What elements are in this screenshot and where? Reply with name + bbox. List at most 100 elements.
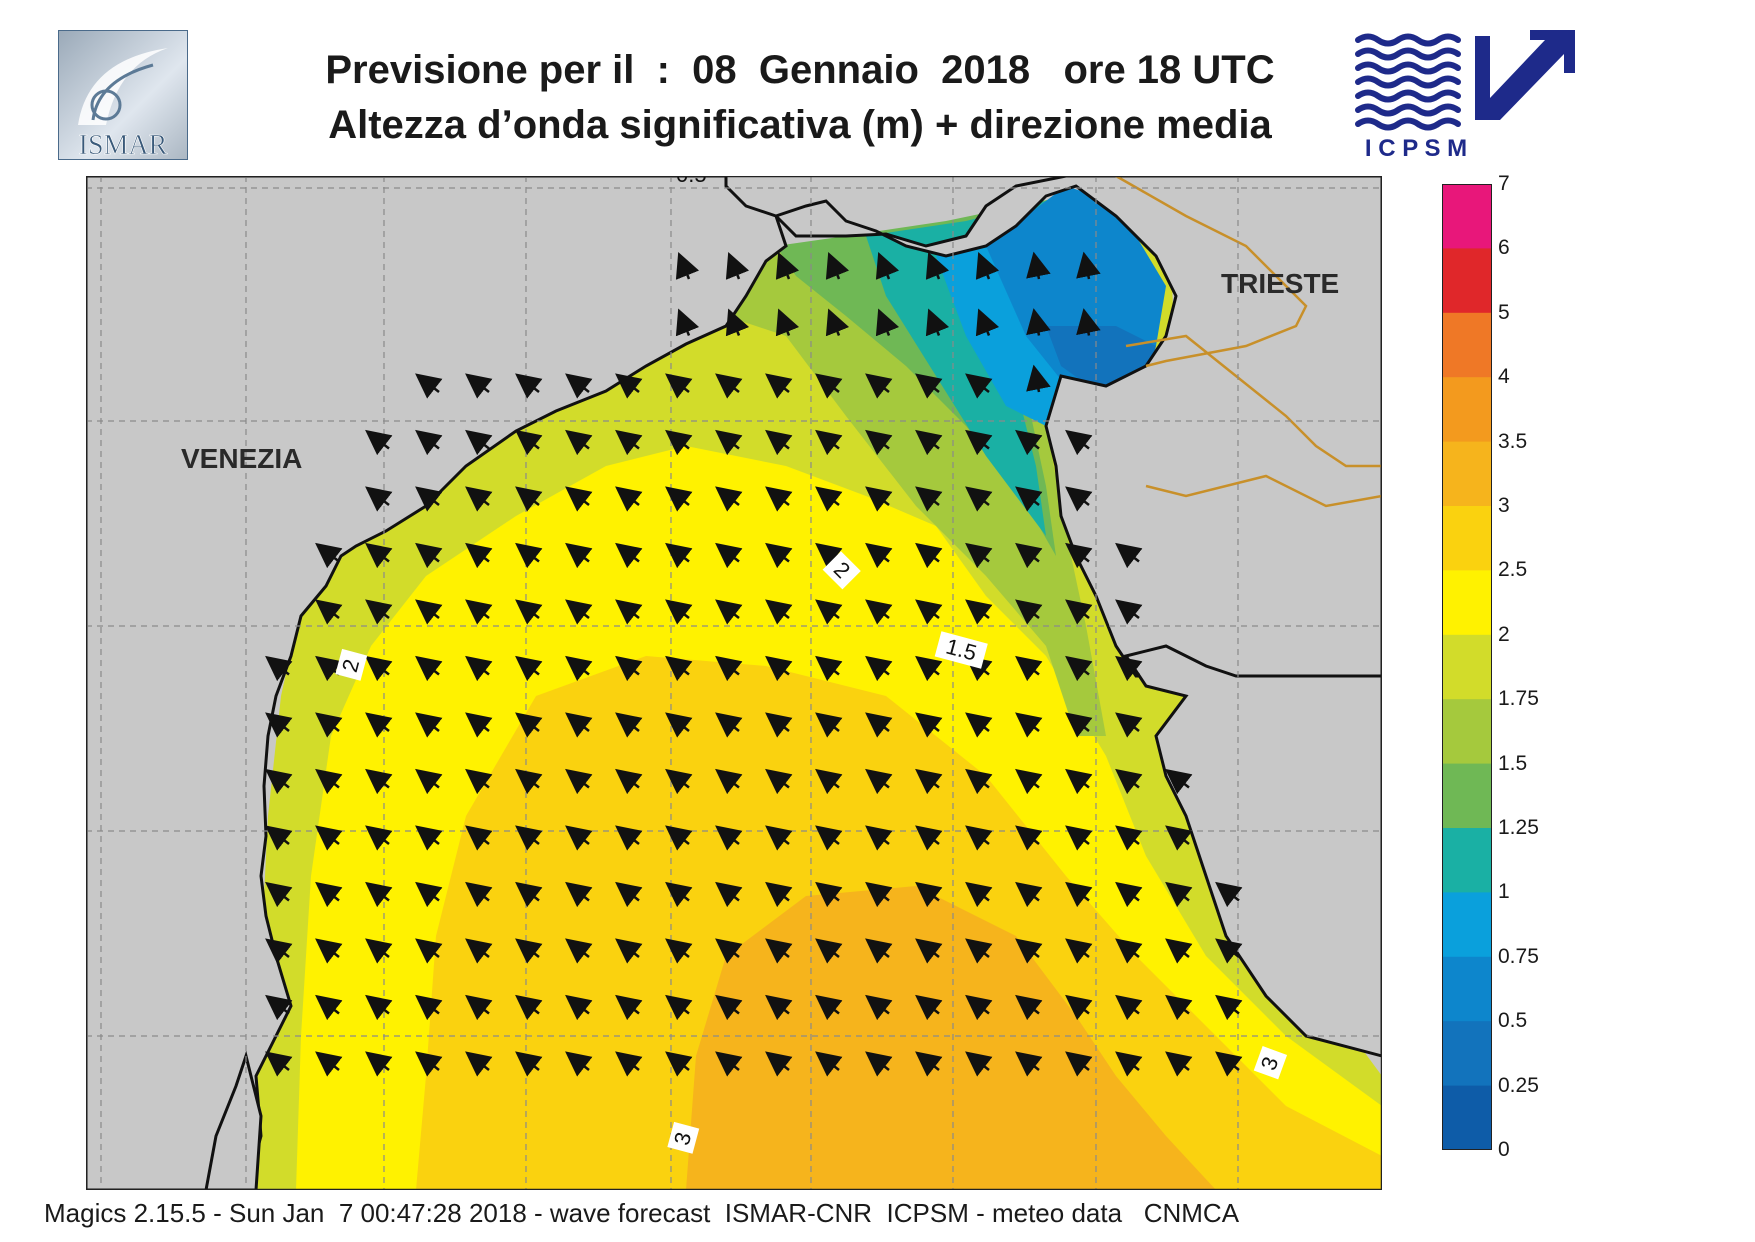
wave-arrow — [465, 938, 493, 964]
wave-arrow — [665, 994, 693, 1021]
map-frame — [85, 175, 1383, 1191]
wave-arrow — [965, 373, 993, 399]
colorbar-tick-label: 5 — [1498, 300, 1510, 324]
wave-arrow — [815, 994, 843, 1021]
wave-arrow — [565, 881, 593, 908]
wave-arrow — [925, 252, 950, 280]
wave-arrow — [865, 542, 893, 569]
wave-arrow — [1065, 994, 1093, 1021]
wave-arrow — [565, 1051, 593, 1077]
wave-arrow — [815, 486, 843, 512]
wave-arrow — [665, 825, 693, 851]
wave-arrow — [1015, 1051, 1043, 1077]
colorbar-swatch — [1442, 956, 1492, 1022]
wave-arrow — [1115, 825, 1143, 851]
contour-labels: 0.5 2 1.5 2 3 3 — [335, 176, 1288, 1154]
wave-arrow — [715, 542, 743, 569]
wave-arrow — [515, 599, 543, 625]
wave-arrow — [515, 712, 543, 738]
wave-arrow — [865, 825, 893, 851]
wave-arrow — [265, 768, 293, 795]
wave-map: 0.5 2 1.5 2 3 3 VENEZIA TRIESTE — [85, 175, 1383, 1191]
wave-arrow — [1065, 655, 1093, 682]
colorbar-tick-label: 1.75 — [1498, 687, 1539, 711]
wave-arrow — [1065, 825, 1093, 851]
wave-arrow — [915, 429, 943, 456]
wave-arrow — [465, 1051, 493, 1077]
wave-arrow — [415, 486, 443, 512]
wave-arrow — [515, 994, 543, 1021]
colorbar-swatch — [1442, 184, 1492, 249]
wave-arrow — [615, 1051, 643, 1077]
wave-arrow — [915, 1051, 943, 1077]
wave-arrow — [1065, 938, 1093, 964]
wave-arrow — [515, 542, 543, 569]
wave-arrow — [1015, 881, 1043, 908]
colorbar-swatch — [1442, 1085, 1492, 1151]
colorbar-swatch — [1442, 699, 1492, 765]
wave-arrow — [665, 1051, 693, 1077]
wave-arrow — [765, 373, 793, 399]
wave-arrow — [665, 542, 693, 569]
wave-arrow — [315, 825, 343, 851]
wave-arrow — [715, 599, 743, 625]
wave-arrow — [865, 373, 893, 399]
wave-arrow — [1015, 994, 1043, 1021]
wave-arrow — [765, 429, 793, 456]
wave-arrow — [1015, 768, 1043, 795]
wave-arrow — [965, 599, 993, 625]
wave-arrow — [915, 712, 943, 738]
colorbar-tick-label: 2 — [1498, 622, 1510, 646]
wave-arrow — [265, 881, 293, 908]
colorbar — [1442, 184, 1492, 1151]
colorbar-frame — [1442, 184, 1492, 1150]
wave-arrow — [615, 712, 643, 738]
wave-arrow — [675, 252, 700, 280]
wave-arrow — [465, 373, 493, 399]
wave-arrow — [1065, 768, 1093, 795]
wave-arrow — [1015, 938, 1043, 964]
wave-arrow — [665, 712, 693, 738]
wave-arrow — [765, 655, 793, 682]
wave-arrow — [975, 252, 1000, 280]
wave-arrow — [415, 994, 443, 1021]
footer-credits: Magics 2.15.5 - Sun Jan 7 00:47:28 2018 … — [44, 1198, 1240, 1228]
wave-arrow — [765, 1051, 793, 1077]
wave-arrow — [565, 599, 593, 625]
wave-arrow — [365, 429, 393, 456]
wave-arrow — [1015, 712, 1043, 738]
wave-arrow — [865, 1051, 893, 1077]
wave-arrow — [815, 768, 843, 795]
colorbar-tick-label: 0.5 — [1498, 1009, 1528, 1033]
wave-arrow — [1076, 308, 1101, 336]
wave-arrow — [715, 1051, 743, 1077]
wave-arrow — [1165, 1051, 1193, 1077]
wave-arrow — [515, 373, 543, 399]
colorbar-tick-label: 7 — [1498, 172, 1510, 195]
country-border — [1115, 176, 1382, 508]
wave-arrow — [815, 373, 843, 399]
wave-arrow — [915, 599, 943, 625]
colorbar-tick-label: 1.5 — [1498, 751, 1528, 775]
wave-arrow — [415, 768, 443, 795]
wave-arrow — [465, 486, 493, 512]
wave-arrow — [725, 308, 750, 337]
wave-arrow — [1015, 599, 1043, 625]
wave-arrow — [765, 994, 793, 1021]
wave-arrow — [465, 994, 493, 1021]
wave-arrow — [1115, 881, 1143, 908]
colorbar-tick-label: 1.25 — [1498, 816, 1539, 839]
wave-arrow — [1065, 1051, 1093, 1077]
wave-arrow — [875, 252, 900, 280]
wave-arrow — [265, 712, 293, 738]
wave-arrow — [1115, 712, 1143, 738]
wave-arrow — [565, 938, 593, 964]
wave-arrow — [665, 655, 693, 682]
wave-arrow — [615, 599, 643, 625]
wave-arrow — [615, 429, 643, 456]
title-line-2: Altezza d’onda significativa (m) + direz… — [328, 103, 1272, 147]
wave-arrow — [965, 768, 993, 795]
wave-arrow — [1065, 599, 1093, 625]
wave-arrow — [1026, 251, 1051, 280]
wave-arrow — [315, 542, 343, 569]
